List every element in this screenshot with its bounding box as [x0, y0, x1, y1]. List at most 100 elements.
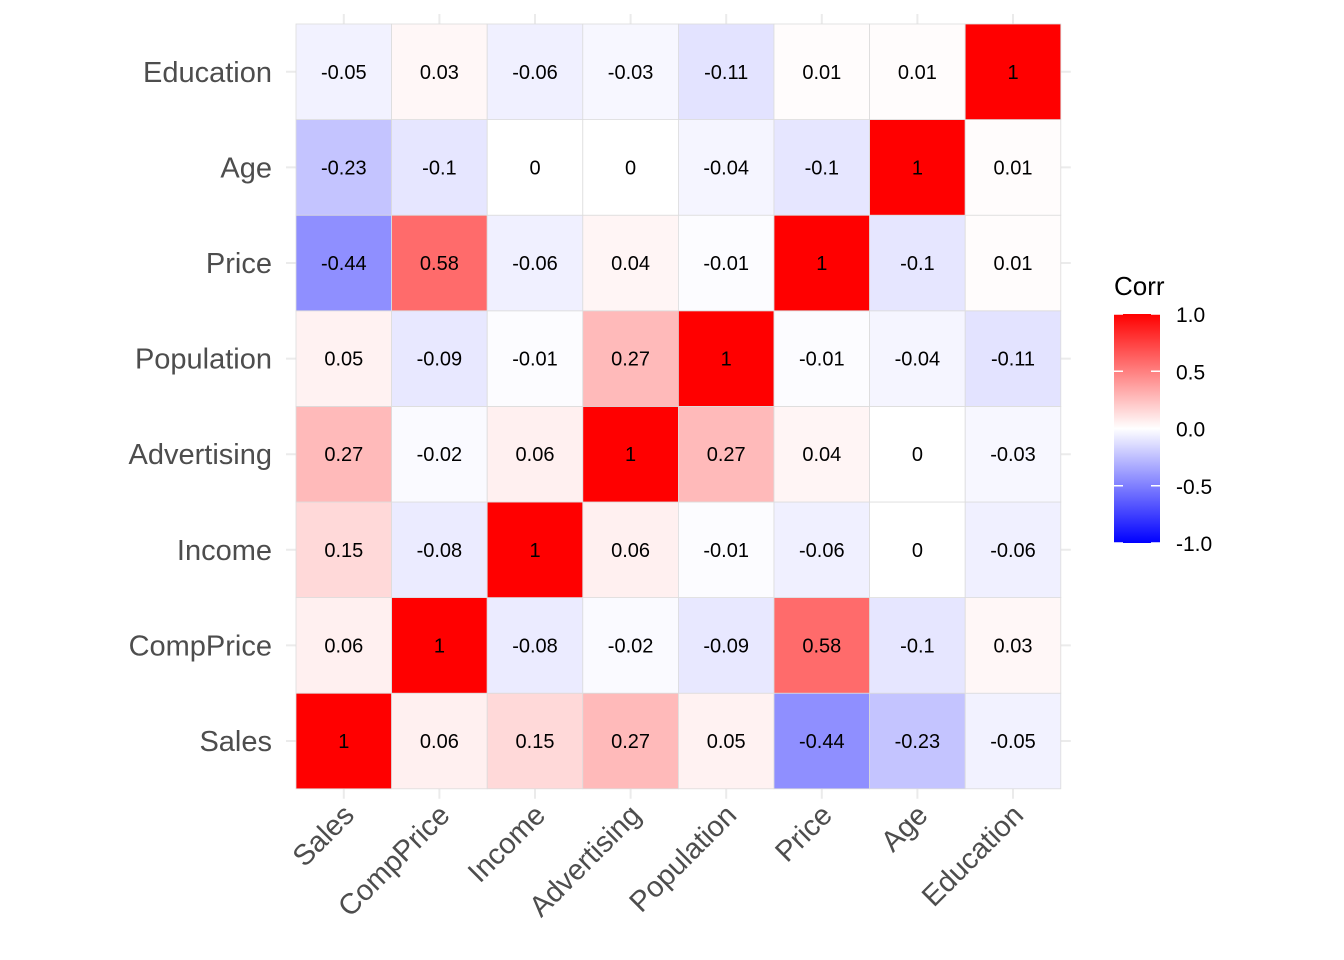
- y-tick-label-price: Price: [206, 248, 272, 280]
- heatmap-cell-sales-advertising: [295, 405, 392, 503]
- cell-value-label: -0.23: [895, 731, 941, 753]
- cell-value-label: -0.03: [608, 62, 654, 84]
- legend-tick-label: 0.5: [1176, 361, 1205, 384]
- cell-value-label: 0: [529, 157, 540, 179]
- heatmap-cell-sales-sales: [295, 692, 392, 790]
- legend: Corr 1.0 0.5 0.0 -0.5 -1.0: [1114, 271, 1212, 556]
- heatmap-cell-compprice-compprice: [391, 597, 488, 694]
- heatmap-cell-age-compprice: [869, 597, 966, 694]
- cell-value-label: -0.1: [422, 157, 456, 179]
- heatmap-cell-compprice-price: [391, 214, 488, 312]
- heatmap-cell-income-sales: [486, 692, 584, 790]
- heatmap-cell-compprice-income: [391, 501, 488, 598]
- heatmap-cell-population-advertising: [678, 405, 775, 503]
- heatmap-cell-population-age: [678, 119, 775, 216]
- heatmap-cell-education-price: [964, 214, 1062, 312]
- cell-value-label: -0.06: [990, 540, 1036, 562]
- heatmap-cell-population-compprice: [678, 597, 775, 694]
- cell-value-label: 0.01: [994, 157, 1033, 179]
- cell-value-label: 0.27: [324, 444, 363, 466]
- cell-value-label: -0.01: [703, 540, 749, 562]
- cell-value-label: -0.09: [703, 635, 749, 657]
- cell-value-label: 1: [816, 253, 827, 275]
- legend-tick-label: -0.5: [1176, 476, 1212, 499]
- cell-value-label: -0.08: [512, 635, 558, 657]
- cell-value-label: -0.05: [990, 731, 1036, 753]
- x-tick-label-price: Price: [769, 799, 838, 868]
- cell-value-label: 0.27: [707, 444, 746, 466]
- heatmap-cell-education-compprice: [964, 597, 1062, 694]
- cell-value-label: -0.1: [900, 253, 934, 275]
- cell-value-label: 0.03: [420, 62, 459, 84]
- legend-title: Corr: [1114, 271, 1165, 301]
- heatmap-cell-education-education: [964, 23, 1062, 120]
- cell-value-label: 0.05: [707, 731, 746, 753]
- cell-value-label: -0.06: [512, 253, 558, 275]
- cell-value-label: -0.05: [321, 62, 367, 84]
- legend-tick-label: -1.0: [1176, 533, 1212, 556]
- heatmap-cell-income-price: [486, 214, 584, 312]
- x-tick-label-sales: Sales: [287, 799, 361, 873]
- y-tick-label-education: Education: [143, 57, 272, 89]
- heatmap-cell-advertising-price: [582, 214, 679, 312]
- heatmap-cell-advertising-compprice: [582, 597, 679, 694]
- cell-value-label: -0.1: [805, 157, 839, 179]
- heatmap-cell-sales-compprice: [295, 597, 392, 694]
- y-tick-label-population: Population: [135, 344, 272, 376]
- cell-value-label: 0.15: [324, 540, 363, 562]
- heatmap-cell-education-sales: [964, 692, 1062, 790]
- heatmap-cell-income-income: [486, 501, 584, 598]
- heatmap-cell-sales-price: [295, 214, 392, 312]
- heatmap-cell-age-education: [869, 23, 966, 120]
- heatmap-cell-age-income: [869, 501, 966, 598]
- cell-value-label: 0: [912, 444, 923, 466]
- legend-tick-label: 1.0: [1176, 304, 1205, 327]
- heatmap-cell-age-age: [869, 119, 966, 216]
- cell-value-label: -0.01: [799, 349, 845, 371]
- y-axis: Sales CompPrice Income Advertising Populatio…: [129, 57, 272, 758]
- cell-value-label: 0.06: [420, 731, 459, 753]
- x-tick-label-age: Age: [875, 799, 934, 858]
- cell-value-label: -0.04: [703, 157, 749, 179]
- cell-value-label: 0.58: [420, 253, 459, 275]
- cell-value-label: -0.06: [512, 62, 558, 84]
- cell-value-label: 1: [721, 349, 732, 371]
- heatmap-cell-price-education: [773, 23, 870, 120]
- heatmap-cell-sales-population: [295, 310, 392, 407]
- heatmap-cell-sales-age: [295, 119, 392, 216]
- heatmap-cell-compprice-age: [391, 119, 488, 216]
- cell-value-label: 0.01: [802, 62, 841, 84]
- heatmap-cell-income-age: [486, 119, 584, 216]
- cell-labels: 1 0.06 0.15 0.27 0.05 -0.44 -0.23 -0.05 0.06 1 -0.…: [321, 62, 1036, 753]
- heatmap-cell-compprice-education: [391, 23, 488, 120]
- heatmap-cell-price-population: [773, 310, 870, 407]
- cell-value-label: 0.15: [516, 731, 555, 753]
- cell-value-label: 0.58: [802, 635, 841, 657]
- cell-value-label: -0.1: [900, 635, 934, 657]
- cell-value-label: -0.44: [321, 253, 367, 275]
- cell-value-label: 0: [912, 540, 923, 562]
- legend-tick-label: 0.0: [1176, 419, 1205, 442]
- cell-value-label: 1: [625, 444, 636, 466]
- heatmap-cell-price-advertising: [773, 405, 870, 503]
- heatmap-cell-compprice-sales: [391, 692, 488, 790]
- y-tick-label-sales: Sales: [199, 726, 272, 758]
- cell-value-label: -0.09: [417, 349, 463, 371]
- cell-value-label: -0.08: [417, 540, 463, 562]
- heatmap-cell-sales-education: [295, 23, 392, 120]
- heatmap-cell-population-income: [678, 501, 775, 598]
- heatmap-cell-sales-income: [295, 501, 392, 598]
- heatmap-cell-age-price: [869, 214, 966, 312]
- heatmap-cell-advertising-education: [582, 23, 679, 120]
- cell-value-label: -0.11: [991, 349, 1035, 371]
- cell-value-label: 0.06: [611, 540, 650, 562]
- heatmap-cell-age-sales: [869, 692, 966, 790]
- heatmap-cell-income-population: [486, 310, 584, 407]
- cell-value-label: -0.04: [895, 349, 941, 371]
- heatmap-cell-education-age: [964, 119, 1062, 216]
- heatmap-cell-population-price: [678, 214, 775, 312]
- heatmap-cell-education-advertising: [964, 405, 1062, 503]
- heatmap-cell-income-compprice: [486, 597, 584, 694]
- cell-value-label: -0.02: [417, 444, 463, 466]
